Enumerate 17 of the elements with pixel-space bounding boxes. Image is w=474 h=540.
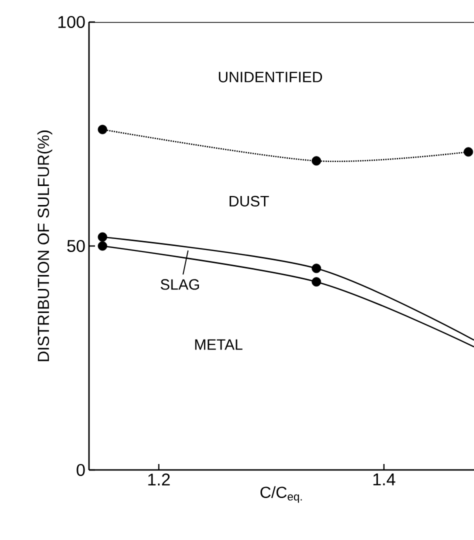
y-tick-label: 100 [58,16,85,28]
point [312,156,322,166]
x-axis-title: C/C$_{eq.}$ [260,486,302,503]
annotation: DUST [230,196,269,206]
annotation: UNIDENTIFIED [218,72,322,82]
point [312,277,322,287]
y-axis-title: DISTRIBUTION OF SULFUR(%) [37,130,52,362]
point [98,124,108,134]
annotation: SLAG [160,279,199,290]
y-tick-label: 0 [76,464,85,476]
x-tick-label: 1.4 [373,474,396,486]
point [312,264,322,274]
y-tick-label: 50 [67,240,85,252]
annotation: METAL [195,339,242,350]
point [98,241,108,251]
point [98,232,108,242]
x-tick-label: 1.2 [148,474,170,486]
